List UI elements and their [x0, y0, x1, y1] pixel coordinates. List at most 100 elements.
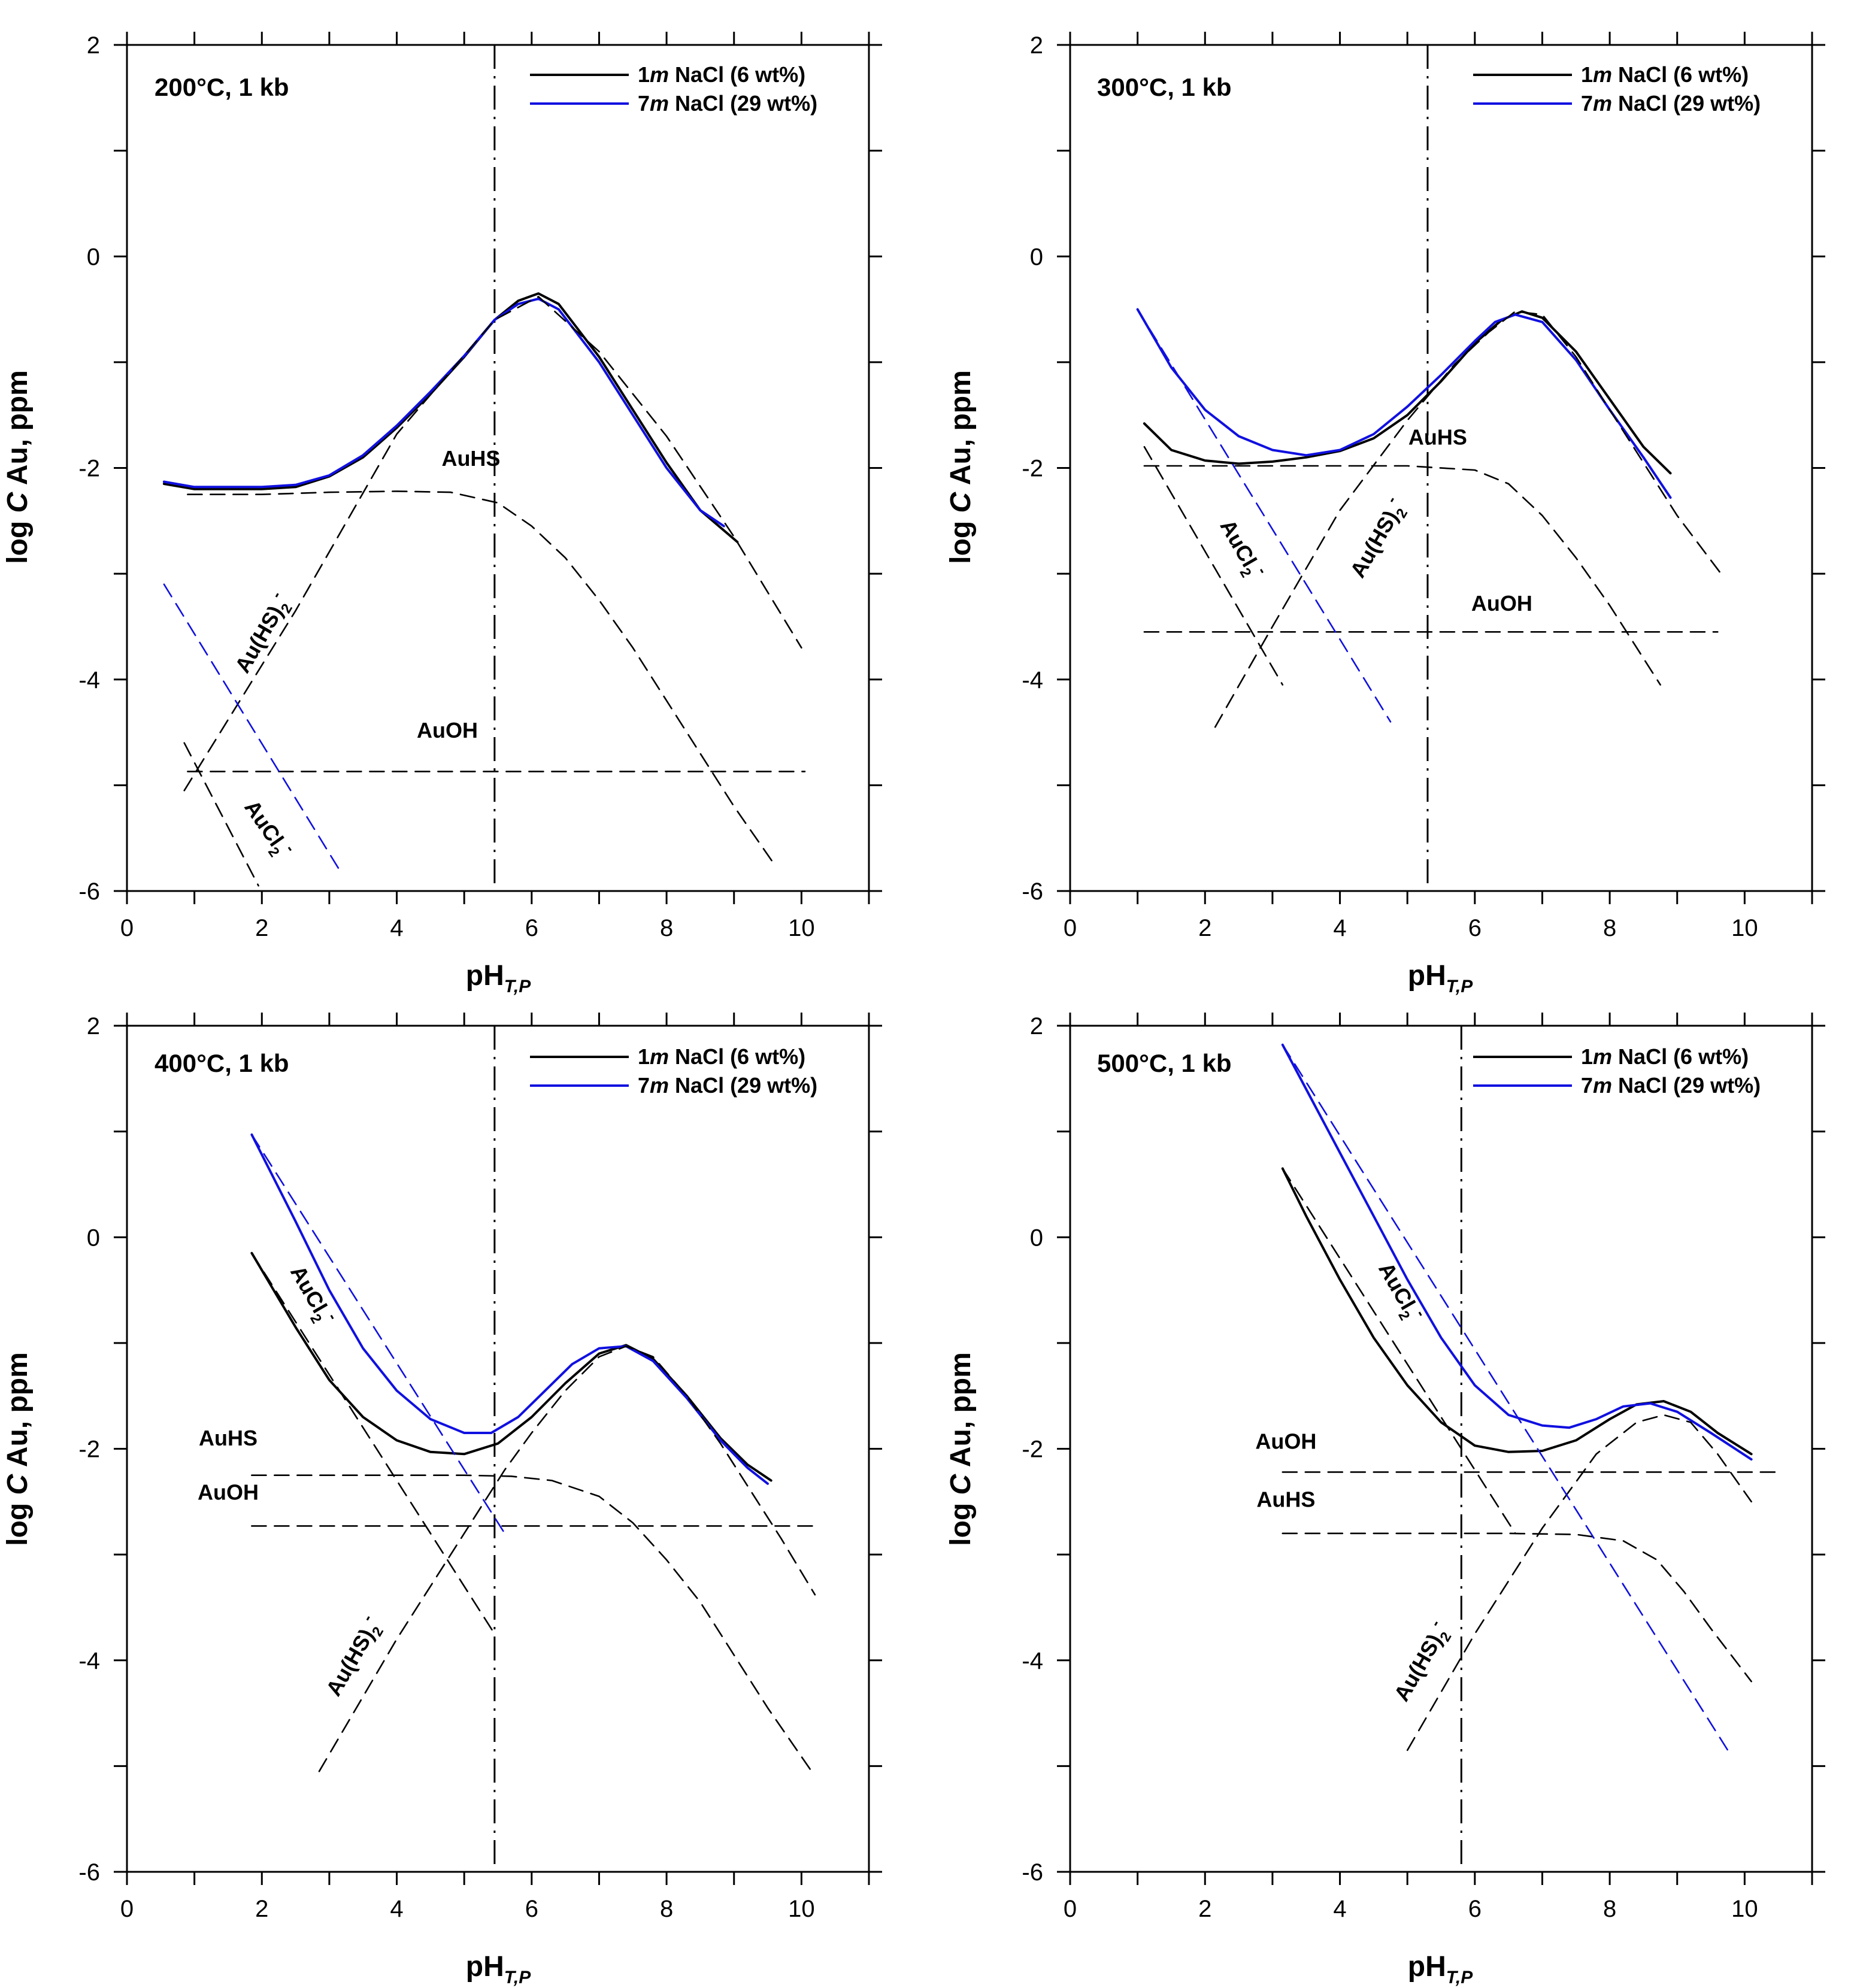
- y-tick-label: -4: [78, 1648, 100, 1674]
- y-tick-label: 2: [1030, 1013, 1043, 1040]
- y-tick-label: 2: [1030, 32, 1043, 59]
- series-aucl2-7m: [1137, 308, 1392, 723]
- x-tick-label: 10: [1731, 1896, 1758, 1922]
- series-7m-nacl-total: [162, 297, 725, 528]
- series-aucl2-7m: [1282, 1044, 1729, 1751]
- x-tick-label: 8: [660, 915, 673, 941]
- panel-title: 400°C, 1 kb: [154, 1049, 289, 1077]
- y-axis-title: log C Au, ppm: [945, 1352, 977, 1546]
- x-tick-label: 4: [390, 1896, 403, 1922]
- annotation-label: AuOH: [1255, 1429, 1316, 1454]
- y-axis-title: log C Au, ppm: [2, 370, 34, 564]
- series-auhs: [1282, 1532, 1752, 1683]
- y-tick-label: -2: [78, 456, 100, 482]
- y-tick-label: 2: [87, 1013, 100, 1040]
- y-tick-label: -2: [1022, 1437, 1043, 1463]
- x-tick-label: 4: [390, 915, 403, 941]
- y-tick-label: 0: [87, 1225, 100, 1251]
- series-1m-nacl-total: [250, 1251, 772, 1482]
- y-tick-label: -6: [1022, 878, 1043, 905]
- series-aucl2-1m: [1282, 1168, 1516, 1535]
- x-tick-label: 2: [1198, 1896, 1211, 1922]
- legend-label: 1m NaCl (6 wt%): [638, 1044, 805, 1069]
- series-aucl2-7m: [251, 1134, 506, 1535]
- annotation-label: AuCl2-: [1211, 513, 1273, 585]
- chart-panel-4: 0 2 4 6 8 10 2 0 -2 -4 -6 pHT,P log C Au, ppm 500°C, …: [945, 1013, 1825, 1987]
- legend-label: 7m NaCl (29 wt%): [1581, 91, 1761, 116]
- panel-title: 500°C, 1 kb: [1097, 1049, 1232, 1077]
- y-tick-label: -4: [78, 667, 100, 693]
- x-tick-label: 8: [1603, 915, 1616, 941]
- annotation-label: AuHS: [1408, 425, 1467, 450]
- annotation-label: AuOH: [198, 1480, 259, 1504]
- y-tick-label: 0: [1030, 1225, 1043, 1251]
- legend-label: 1m NaCl (6 wt%): [1581, 62, 1749, 87]
- series-au-hs-2-1m: [183, 296, 802, 792]
- x-tick-label: 2: [1198, 915, 1211, 941]
- legend-label: 7m NaCl (29 wt%): [1581, 1073, 1761, 1098]
- series-7m-nacl-total: [250, 1133, 769, 1485]
- x-tick-label: 0: [120, 915, 134, 941]
- legend-label: 7m NaCl (29 wt%): [638, 1073, 817, 1098]
- series-1m-nacl-total: [1281, 1167, 1753, 1456]
- annotation-label: AuHS: [1256, 1487, 1315, 1512]
- x-tick-label: 6: [1468, 1896, 1482, 1922]
- chart-panel-3: 0 2 4 6 8 10 2 0 -2 -4 -6 pHT,P log C Au, ppm 400°C, …: [2, 1013, 882, 1987]
- x-tick-label: 0: [1064, 915, 1077, 941]
- series-7m-nacl-total: [1281, 1043, 1753, 1461]
- series-1m-nacl-total: [1143, 310, 1672, 475]
- chart-panel-1: 0 2 4 6 8 10 2 0 -2 -4 -6 pHT,P log C Au, ppm 200°C, …: [2, 32, 882, 996]
- x-tick-label: 0: [1064, 1896, 1077, 1922]
- annotation-label: AuCl2-: [236, 793, 300, 864]
- series-aucl2-1m: [251, 1252, 496, 1635]
- series-auhs: [251, 1474, 813, 1772]
- x-tick-label: 2: [255, 1896, 268, 1922]
- x-tick-label: 8: [660, 1896, 673, 1922]
- y-tick-label: -2: [78, 1437, 100, 1463]
- y-tick-label: -4: [1022, 1648, 1043, 1674]
- y-tick-label: 2: [87, 32, 100, 59]
- y-tick-label: -2: [1022, 456, 1043, 482]
- panel-title: 200°C, 1 kb: [154, 73, 289, 101]
- x-tick-label: 10: [788, 1896, 815, 1922]
- y-axis-title: log C Au, ppm: [2, 1352, 34, 1546]
- annotation-label: AuOH: [1471, 591, 1532, 616]
- annotation-label: AuCl2-: [1370, 1256, 1431, 1328]
- y-tick-label: -6: [78, 878, 100, 905]
- series-au-hs-2-1m: [318, 1345, 816, 1772]
- y-tick-label: 0: [87, 244, 100, 270]
- annotation-label: AuOH: [417, 718, 478, 743]
- series-auhs: [1143, 465, 1661, 686]
- series-auhs: [187, 490, 775, 866]
- annotation-label: AuHS: [199, 1426, 258, 1450]
- x-axis-title: pHT,P: [466, 1951, 531, 1987]
- y-axis-title: log C Au, ppm: [945, 370, 977, 564]
- annotation-label: Au(HS)2-: [317, 1611, 390, 1702]
- y-tick-label: -6: [78, 1859, 100, 1886]
- y-tick-label: -4: [1022, 667, 1043, 693]
- x-tick-label: 4: [1333, 1896, 1346, 1922]
- legend-label: 1m NaCl (6 wt%): [638, 62, 805, 87]
- annotation-label: Au(HS)2-: [1341, 493, 1414, 584]
- x-axis-title: pHT,P: [466, 960, 531, 996]
- y-tick-label: -6: [1022, 1859, 1043, 1886]
- x-tick-label: 4: [1333, 915, 1346, 941]
- plot-frame: [1069, 1025, 1813, 1873]
- annotation-label: Au(HS)2-: [1385, 1616, 1458, 1708]
- x-tick-label: 10: [1731, 915, 1758, 941]
- x-tick-label: 8: [1603, 1896, 1616, 1922]
- series-7m-nacl-total: [1136, 308, 1672, 499]
- legend-label: 7m NaCl (29 wt%): [638, 91, 817, 116]
- panel-title: 300°C, 1 kb: [1097, 73, 1232, 101]
- series-aucl2-1m: [1143, 446, 1284, 686]
- x-tick-label: 6: [525, 915, 538, 941]
- annotation-label: AuHS: [441, 446, 500, 471]
- x-tick-label: 6: [1468, 915, 1482, 941]
- x-axis-title: pHT,P: [1408, 1951, 1473, 1987]
- legend-label: 1m NaCl (6 wt%): [1581, 1044, 1749, 1069]
- x-tick-label: 0: [120, 1896, 134, 1922]
- x-tick-label: 6: [525, 1896, 538, 1922]
- y-tick-label: 0: [1030, 244, 1043, 270]
